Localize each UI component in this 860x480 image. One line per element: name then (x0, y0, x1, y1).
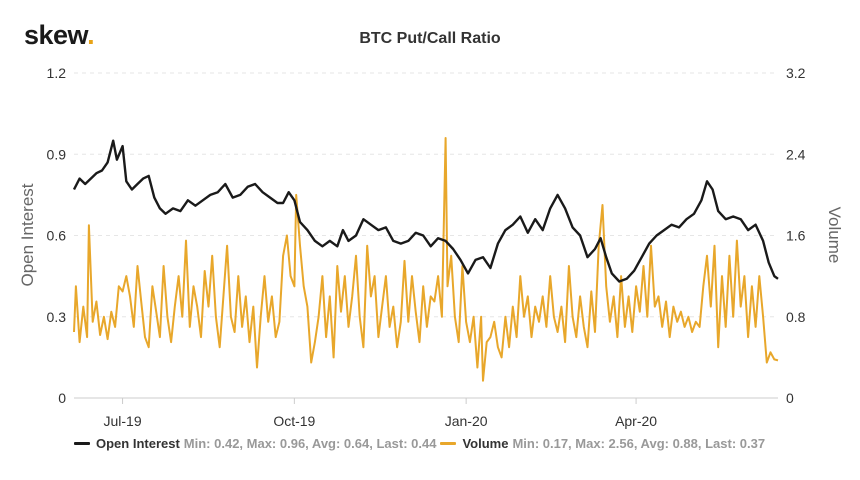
x-axis-ticks: Jul-19 Oct-19 Jan-20 Apr-20 (103, 398, 657, 429)
legend-swatch (74, 442, 90, 445)
skew-logo: skew. (24, 20, 95, 50)
x-tick-label: Jul-19 (103, 413, 141, 429)
left-tick-label: 0.9 (47, 146, 67, 162)
legend-item-open-interest[interactable]: Open Interest Min: 0.42, Max: 0.96, Avg: … (74, 436, 440, 451)
right-tick-label: 3.2 (786, 65, 806, 81)
legend-series-name: Open Interest (96, 436, 180, 451)
series-lines (72, 137, 779, 382)
x-tick-label: Apr-20 (615, 413, 657, 429)
right-axis-title: Volume (825, 207, 844, 264)
right-tick-label: 1.6 (786, 228, 806, 244)
legend-series-stats: Min: 0.42, Max: 0.96, Avg: 0.64, Last: 0… (183, 436, 437, 451)
series-line-volume (73, 137, 779, 382)
right-tick-label: 2.4 (786, 146, 806, 162)
right-tick-label: 0.8 (786, 309, 806, 325)
left-axis-ticks: 0 0.3 0.6 0.9 1.2 (47, 65, 67, 406)
left-tick-label: 0.3 (47, 309, 67, 325)
legend: Open Interest Min: 0.42, Max: 0.96, Avg: … (74, 436, 769, 451)
left-tick-label: 0.6 (47, 228, 67, 244)
legend-swatch (440, 442, 457, 445)
chart-title: BTC Put/Call Ratio (359, 30, 501, 47)
left-axis-title: Open Interest (18, 183, 37, 286)
right-axis-ticks: 0 0.8 1.6 2.4 3.2 (786, 65, 806, 406)
legend-series-name: Volume (462, 436, 509, 451)
left-tick-label: 1.2 (47, 65, 67, 81)
series-line-open-interest (72, 139, 779, 283)
right-tick-label: 0 (786, 390, 794, 406)
left-tick-label: 0 (58, 390, 66, 406)
x-tick-label: Jan-20 (445, 413, 488, 429)
legend-series-stats: Min: 0.17, Max: 2.56, Avg: 0.88, Last: 0… (512, 436, 766, 451)
grid-lines (74, 72, 778, 399)
x-tick-label: Oct-19 (273, 413, 315, 429)
legend-item-volume[interactable]: Volume Min: 0.17, Max: 2.56, Avg: 0.88, L… (440, 436, 769, 451)
